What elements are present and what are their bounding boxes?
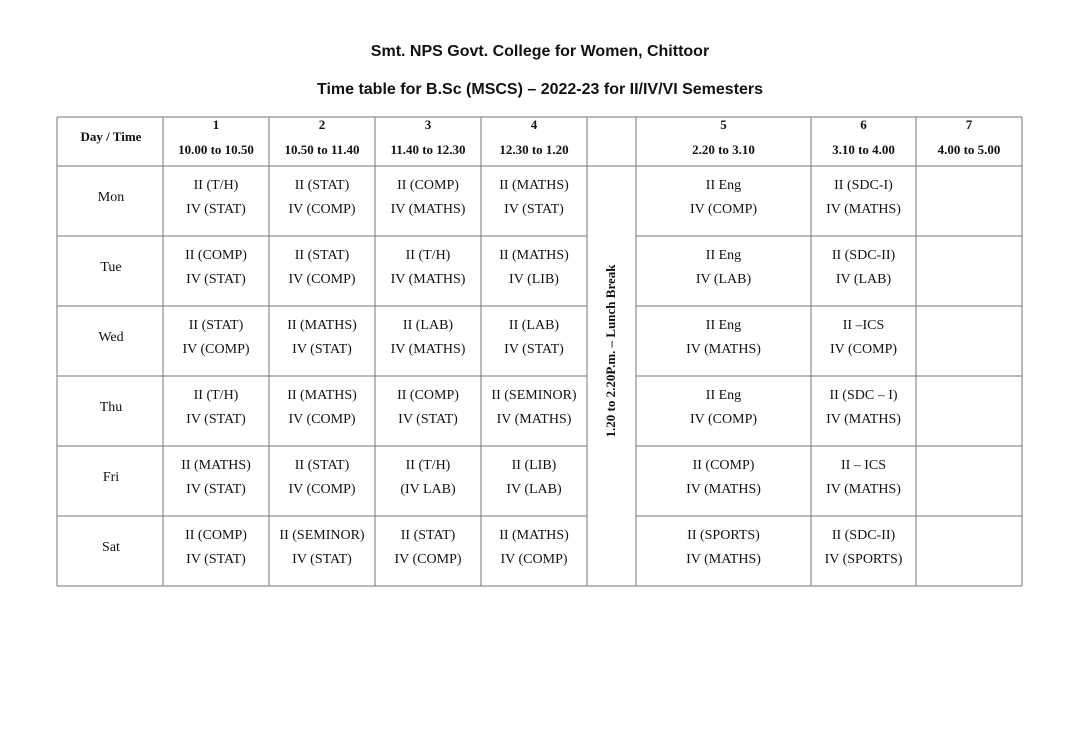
cell-text: II –ICS (843, 318, 885, 333)
period-time: 10.00 to 10.50 (178, 142, 254, 157)
cell-text: IV (STAT) (186, 552, 246, 567)
cell-text: IV (COMP) (288, 412, 355, 427)
cell-text: II (STAT) (189, 318, 244, 333)
cell-text: IV (MATHS) (826, 412, 901, 427)
period-time: 10.50 to 11.40 (284, 142, 359, 157)
cell-text: II (SDC-II) (832, 248, 896, 263)
day-label: Tue (100, 260, 121, 275)
cell-text: II – ICS (841, 458, 886, 473)
cell-text: IV (MATHS) (686, 552, 761, 567)
cell-text: II (T/H) (194, 178, 239, 193)
period-number: 5 (720, 117, 727, 132)
cell-text: IV (MATHS) (686, 342, 761, 357)
period-number: 7 (966, 117, 973, 132)
cell-text: IV (COMP) (288, 272, 355, 287)
cell-text: IV (COMP) (288, 202, 355, 217)
cell-text: IV (SPORTS) (825, 552, 903, 567)
period-number: 1 (213, 117, 220, 132)
cell-text: II (MATHS) (287, 388, 357, 403)
cell-text: IV (LIB) (509, 272, 559, 287)
cell-text: IV (STAT) (292, 552, 352, 567)
cell-text: II (SDC-II) (832, 528, 896, 543)
cell-text: IV (MATHS) (497, 412, 572, 427)
cell-text: IV (COMP) (690, 412, 757, 427)
period-time: 4.00 to 5.00 (938, 142, 1001, 157)
cell-text: II (STAT) (401, 528, 456, 543)
period-number: 3 (425, 117, 432, 132)
period-time: 3.10 to 4.00 (832, 142, 895, 157)
cell-text: II (SEMINOR) (491, 388, 576, 403)
cell-text: IV (MATHS) (391, 202, 466, 217)
cell-text: II (MATHS) (499, 528, 569, 543)
cell-text: II Eng (706, 248, 741, 263)
cell-text: II (STAT) (295, 458, 350, 473)
cell-text: II (COMP) (397, 388, 459, 403)
cell-text: II (T/H) (406, 248, 451, 263)
cell-text: IV (COMP) (182, 342, 249, 357)
day-label: Mon (98, 190, 124, 205)
cell-text: IV (STAT) (398, 412, 458, 427)
cell-text: II (MATHS) (499, 178, 569, 193)
period-time: 12.30 to 1.20 (499, 142, 568, 157)
cell-text: II (COMP) (185, 248, 247, 263)
cell-text: IV (COMP) (394, 552, 461, 567)
lunch-break: 1.20 to 2.20P.m. – Lunch Break (603, 264, 618, 438)
cell-text: IV (MATHS) (391, 342, 466, 357)
day-label: Thu (100, 400, 123, 415)
period-number: 4 (531, 117, 538, 132)
subtitle: Time table for B.Sc (MSCS) – 2022-23 for… (317, 81, 763, 98)
day-label: Fri (103, 470, 119, 485)
cell-text: II (MATHS) (499, 248, 569, 263)
period-time: 2.20 to 3.10 (692, 142, 755, 157)
cell-text: II (MATHS) (181, 458, 251, 473)
cell-text: II (STAT) (295, 248, 350, 263)
cell-text: II (T/H) (194, 388, 239, 403)
cell-text: II (T/H) (406, 458, 451, 473)
cell-text: IV (COMP) (690, 202, 757, 217)
cell-text: II (LAB) (403, 318, 453, 333)
cell-text: II (COMP) (185, 528, 247, 543)
cell-text: IV (MATHS) (391, 272, 466, 287)
cell-text: IV (STAT) (186, 202, 246, 217)
day-label: Wed (98, 330, 123, 345)
cell-text: II (COMP) (397, 178, 459, 193)
cell-text: IV (MATHS) (826, 202, 901, 217)
period-time: 11.40 to 12.30 (390, 142, 465, 157)
cell-text: IV (STAT) (504, 342, 564, 357)
cell-text: IV (COMP) (500, 552, 567, 567)
cell-text: II Eng (706, 318, 741, 333)
table-grid (56, 116, 1023, 587)
period-number: 6 (860, 117, 867, 132)
cell-text: IV (LAB) (696, 272, 752, 287)
cell-text: IV (COMP) (288, 482, 355, 497)
cell-text: II (SEMINOR) (279, 528, 364, 543)
cell-text: IV (LAB) (836, 272, 892, 287)
day-label: Sat (102, 540, 120, 555)
cell-text: IV (STAT) (292, 342, 352, 357)
cell-text: IV (STAT) (504, 202, 564, 217)
cell-text: IV (MATHS) (686, 482, 761, 497)
period-number: 2 (319, 117, 326, 132)
cell-text: IV (STAT) (186, 482, 246, 497)
cell-text: II (SDC-I) (834, 178, 893, 193)
cell-text: IV (STAT) (186, 412, 246, 427)
cell-text: II (COMP) (693, 458, 755, 473)
cell-text: II (LIB) (512, 458, 557, 473)
cell-text: II Eng (706, 178, 741, 193)
cell-text: II (LAB) (509, 318, 559, 333)
cell-text: IV (LAB) (506, 482, 562, 497)
cell-text: II (SPORTS) (687, 528, 760, 543)
cell-text: II (MATHS) (287, 318, 357, 333)
cell-text: IV (COMP) (830, 342, 897, 357)
cell-text: IV (MATHS) (826, 482, 901, 497)
corner-label: Day / Time (81, 129, 142, 144)
cell-text: II Eng (706, 388, 741, 403)
cell-text: (IV LAB) (400, 482, 456, 497)
cell-text: II (SDC – I) (829, 388, 897, 403)
cell-text: II (STAT) (295, 178, 350, 193)
cell-text: IV (STAT) (186, 272, 246, 287)
title: Smt. NPS Govt. College for Women, Chitto… (371, 43, 709, 60)
